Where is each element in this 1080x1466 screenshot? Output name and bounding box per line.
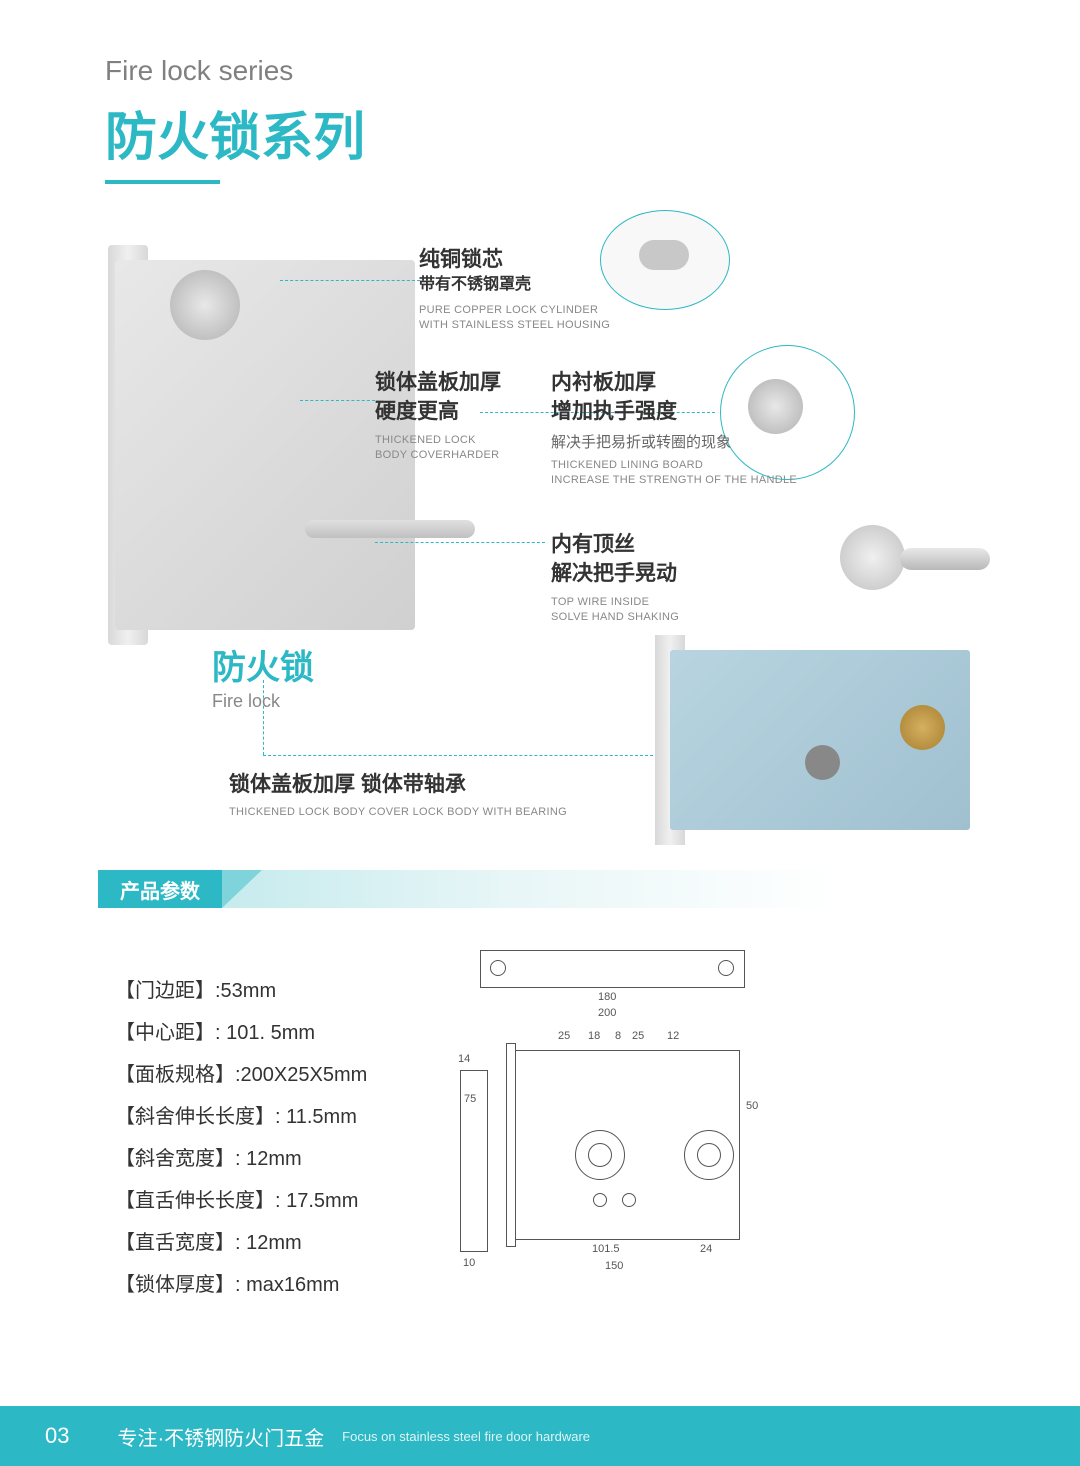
- section-title: 产品参数: [98, 870, 222, 908]
- dim-label: 14: [458, 1053, 470, 1065]
- spec-row: 【门边距】:53mm: [115, 970, 367, 1012]
- callout-en: THICKENED LOCK: [375, 433, 501, 448]
- cylinder-detail-image: [600, 210, 730, 310]
- spec-row: 【直舌宽度】: 12mm: [115, 1222, 367, 1264]
- page-header: Fire lock series 防火锁系列: [0, 0, 1080, 184]
- callout-title2: 硬度更高: [375, 397, 501, 426]
- callout-title: 内衬板加厚: [551, 368, 797, 397]
- spec-row: 【锁体厚度】: max16mm: [115, 1264, 367, 1306]
- callout-en: BODY COVERHARDER: [375, 448, 501, 463]
- callout-title: 内有顶丝: [551, 530, 679, 559]
- dim-label: 75: [464, 1093, 476, 1105]
- dim-label: 200: [598, 1007, 616, 1019]
- title-cn: 防火锁系列: [105, 95, 1080, 170]
- subtitle-en: Fire lock series: [105, 55, 1080, 87]
- spec-row: 【面板规格】:200X25X5mm: [115, 1054, 367, 1096]
- dim-label: 180: [598, 991, 616, 1003]
- callout-en: TOP WIRE INSIDE: [551, 595, 679, 610]
- connector-line: [280, 280, 420, 281]
- dim-label: 25: [632, 1030, 644, 1042]
- footer-text-cn: 专注·不锈钢防火门五金: [117, 1422, 324, 1451]
- spec-row: 【中心距】: 101. 5mm: [115, 1012, 367, 1054]
- dim-label: 150: [605, 1260, 623, 1272]
- spec-row: 【直舌伸长长度】: 17.5mm: [115, 1180, 367, 1222]
- callout-title2: 增加执手强度: [551, 397, 797, 426]
- connector-line: [300, 400, 375, 401]
- callout-lining-board: 内衬板加厚 增加执手强度 解决手把易折或转圈的现象 THICKENED LINI…: [551, 368, 797, 487]
- connector-line: [375, 542, 545, 543]
- dim-label: 18: [588, 1030, 600, 1042]
- page-number: 03: [45, 1423, 69, 1449]
- dim-label: 8: [615, 1030, 621, 1042]
- connector-line: [263, 755, 653, 756]
- callout-en: THICKENED LOCK BODY COVER LOCK BODY WITH…: [229, 805, 567, 820]
- callout-en: INCREASE THE STRENGTH OF THE HANDLE: [551, 473, 797, 488]
- callout-bearing: 锁体盖板加厚 锁体带轴承 THICKENED LOCK BODY COVER L…: [229, 770, 567, 820]
- spec-row: 【斜舍伸长长度】: 11.5mm: [115, 1096, 367, 1138]
- page-footer: 03 专注·不锈钢防火门五金 Focus on stainless steel …: [0, 1406, 1080, 1466]
- dim-label: 25: [558, 1030, 570, 1042]
- callout-title: 锁体盖板加厚: [375, 368, 501, 397]
- callout-title2: 解决把手晃动: [551, 559, 679, 588]
- product-label-en: Fire lock: [212, 691, 314, 712]
- callout-subtitle: 带有不锈钢罩壳: [419, 274, 610, 296]
- spec-row: 【斜舍宽度】: 12mm: [115, 1138, 367, 1180]
- dim-label: 12: [667, 1030, 679, 1042]
- callout-en: SOLVE HAND SHAKING: [551, 610, 679, 625]
- dim-label: 24: [700, 1243, 712, 1255]
- handle-detail-image: [805, 500, 985, 620]
- dim-label: 50: [746, 1100, 758, 1112]
- footer-text-en: Focus on stainless steel fire door hardw…: [342, 1429, 590, 1444]
- callout-title: 纯铜锁芯: [419, 245, 610, 274]
- product-label-cn: 防火锁: [212, 640, 314, 689]
- callout-en: THICKENED LINING BOARD: [551, 458, 797, 473]
- section-banner: 产品参数: [98, 870, 262, 908]
- product-label: 防火锁 Fire lock: [212, 640, 314, 712]
- banner-arrow: [222, 870, 262, 908]
- callout-thickened-cover: 锁体盖板加厚 硬度更高 THICKENED LOCK BODY COVERHAR…: [375, 368, 501, 462]
- callout-copper-cylinder: 纯铜锁芯 带有不锈钢罩壳 PURE COPPER LOCK CYLINDER W…: [419, 245, 610, 332]
- dim-label: 101.5: [592, 1243, 620, 1255]
- title-underline: [105, 180, 220, 184]
- callout-desc: 解决手把易折或转圈的现象: [551, 431, 797, 452]
- callout-en: PURE COPPER LOCK CYLINDER: [419, 303, 610, 318]
- spec-list: 【门边距】:53mm 【中心距】: 101. 5mm 【面板规格】:200X25…: [115, 970, 367, 1306]
- callout-en: WITH STAINLESS STEEL HOUSING: [419, 318, 610, 333]
- main-lock-illustration: [115, 260, 415, 630]
- lock-body-illustration: [670, 650, 970, 830]
- technical-drawing: 180 200 14 75 10 25 18 8 25 12 50 101.5 …: [460, 935, 770, 1275]
- callout-top-wire: 内有顶丝 解决把手晃动 TOP WIRE INSIDE SOLVE HAND S…: [551, 530, 679, 624]
- callout-title: 锁体盖板加厚 锁体带轴承: [229, 770, 567, 799]
- dim-label: 10: [463, 1257, 475, 1269]
